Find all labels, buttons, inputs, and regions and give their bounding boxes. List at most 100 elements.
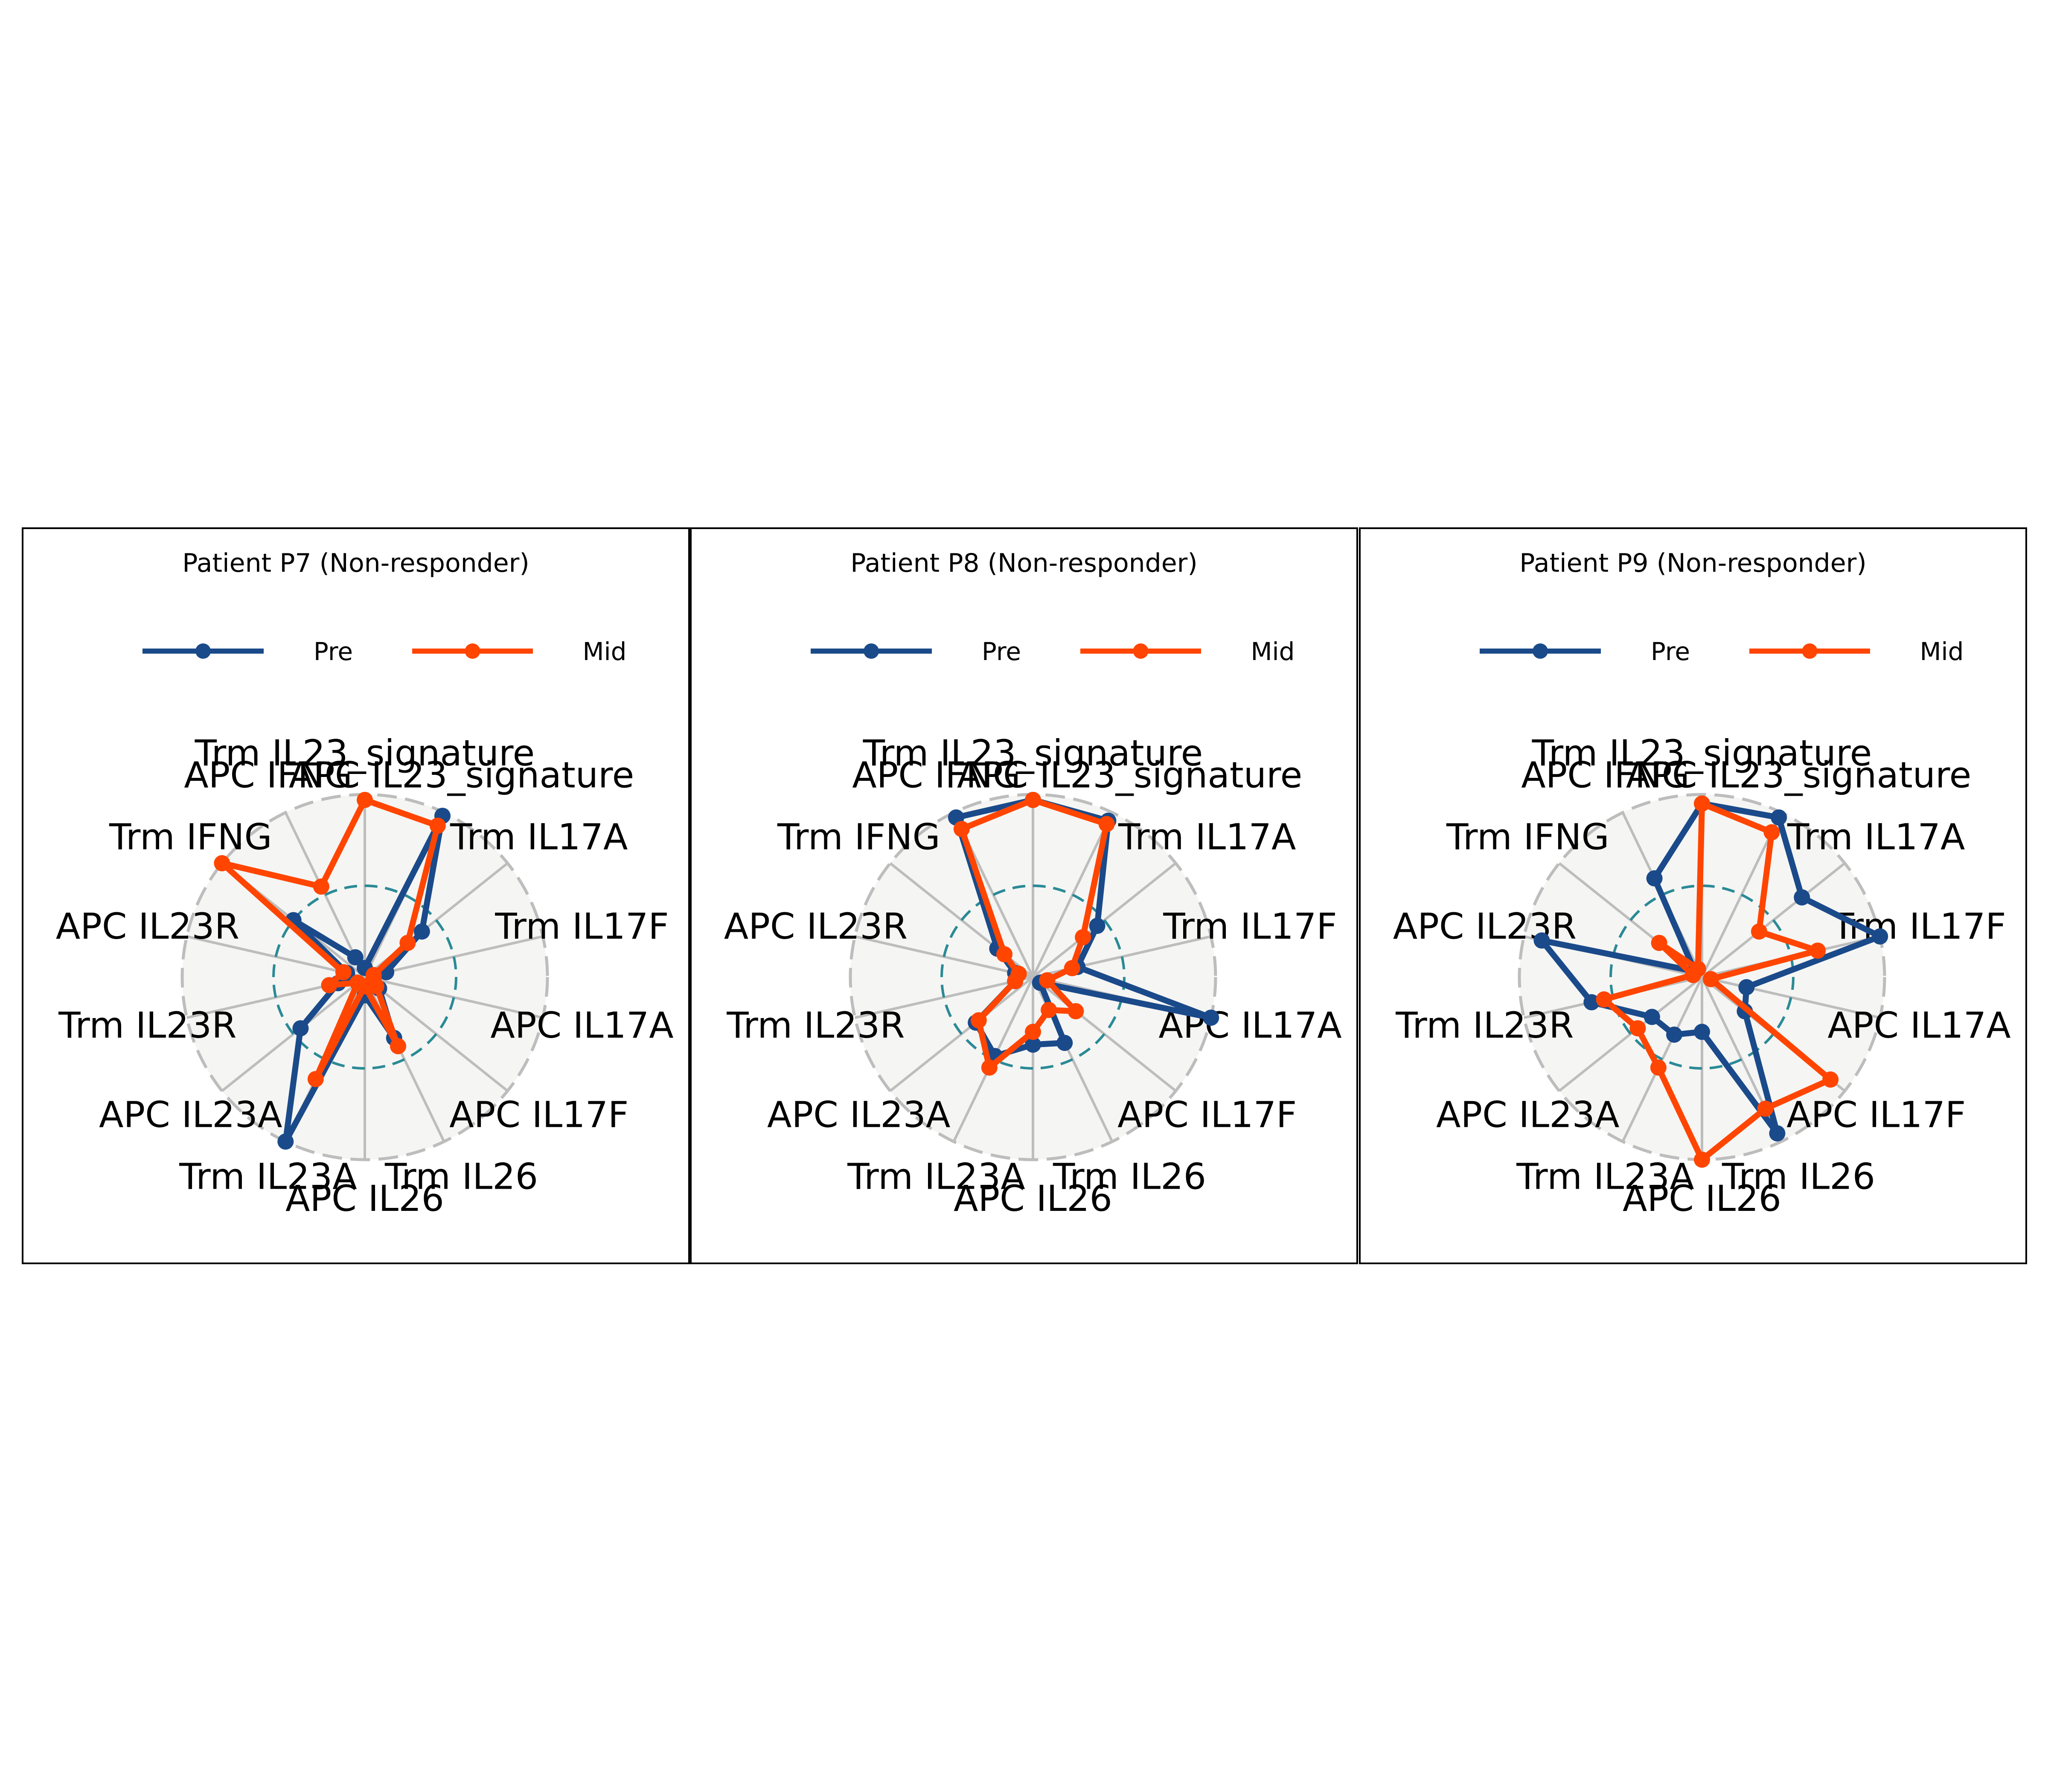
data-point [1651, 934, 1667, 951]
data-point [335, 964, 352, 980]
data-point [390, 1038, 406, 1054]
legend-item-pre: Pre [1480, 637, 1690, 666]
radar-svg-2: Patient P8 (Non-responder) Pre Mid Trm IL23… [724, 548, 1342, 1219]
axis-label: Trm IL17A [1787, 816, 1965, 858]
legend-marker [1133, 643, 1149, 659]
panel-title: Patient P8 (Non-responder) [850, 548, 1198, 578]
data-point [1809, 943, 1826, 959]
data-point [1872, 928, 1888, 945]
data-point [1751, 923, 1767, 940]
data-point [1763, 824, 1780, 841]
axis-label: APC IL26 [1623, 1178, 1781, 1219]
axis-label: Trm IL23A [847, 1155, 1025, 1197]
data-point [1738, 979, 1755, 995]
data-point [1596, 991, 1612, 1008]
data-point [1041, 1002, 1057, 1018]
axis-label: Trm IL17F [495, 905, 669, 947]
axis-label: APC IL17F [1786, 1094, 1966, 1136]
axis-label: Trm IL26 [1053, 1155, 1206, 1197]
axis-label: APC IL23R [724, 905, 908, 947]
data-point [313, 878, 329, 895]
axis-label: APC IL23A [767, 1094, 950, 1136]
data-point [368, 978, 384, 995]
data-point [1822, 1071, 1839, 1088]
axis-label: APC IL17A [490, 1004, 673, 1046]
data-point [399, 934, 416, 951]
axis-label: Trm IL23R [58, 1004, 236, 1046]
series-mid [214, 791, 446, 1088]
reference-circle [940, 884, 1126, 1070]
data-point [1629, 1020, 1646, 1037]
legend-marker [195, 643, 211, 659]
legend-marker [1802, 643, 1818, 659]
legend-label: Mid [1251, 637, 1295, 666]
axis-label: APC IL23R [56, 905, 239, 947]
data-point [970, 1012, 987, 1029]
data-point [307, 1071, 324, 1088]
axis-label: APC IL23A [99, 1094, 282, 1136]
data-point [1064, 960, 1080, 977]
axis-label: APC IL26 [954, 1178, 1112, 1219]
legend-label: Mid [583, 637, 627, 666]
spoke [364, 935, 543, 978]
axis-label: Trm IL26 [384, 1155, 538, 1197]
legend-marker [864, 643, 879, 659]
data-point [1025, 1036, 1041, 1053]
legend-label: Pre [314, 637, 353, 666]
legend-item-mid: Mid [1080, 637, 1295, 666]
panel-title: Patient P7 (Non-responder) [182, 548, 529, 578]
axis-label: Trm IL23_signature [863, 732, 1203, 774]
data-point [357, 791, 373, 808]
data-point [349, 975, 366, 991]
legend-marker [1533, 643, 1548, 659]
panel-3: Patient P9 (Non-responder) Pre Mid Trm IL23… [1359, 527, 2027, 1264]
data-point [996, 946, 1013, 963]
legend-item-mid: Mid [1749, 637, 1964, 666]
data-point [1089, 917, 1105, 934]
data-point [1533, 932, 1550, 949]
data-point [347, 949, 364, 966]
reference-circle [272, 884, 457, 1070]
axis-label: Trm IFNG [109, 816, 272, 858]
legend-marker [465, 643, 480, 659]
panel-1: Patient P7 (Non-responder) Pre Mid Trm IL23… [22, 527, 690, 1264]
data-point [1794, 889, 1810, 906]
axis-label: Trm IL23R [1395, 1004, 1574, 1046]
data-point [1771, 809, 1787, 826]
data-point [277, 1133, 294, 1150]
data-point [1010, 966, 1027, 982]
data-point [1769, 1125, 1786, 1142]
data-point [1025, 791, 1041, 808]
axis-label: Trm IL23_signature [195, 732, 535, 774]
axis-label: APC IFNG [184, 754, 352, 796]
data-point [214, 855, 230, 872]
axis-label: Trm IL17A [450, 816, 628, 858]
data-point [292, 1020, 309, 1037]
data-point [429, 817, 446, 834]
data-point [1757, 1100, 1774, 1117]
data-point [1650, 1059, 1667, 1076]
axis-label: APC IFNG [852, 754, 1021, 796]
data-point [1644, 1009, 1660, 1025]
axis-label: Trm IL23A [1516, 1155, 1694, 1197]
series-mid [953, 791, 1115, 1076]
data-point [1056, 1035, 1073, 1051]
axis-label: APC IFNG [1521, 754, 1690, 796]
axis-label: Trm IL23R [726, 1004, 905, 1046]
data-point [1203, 1009, 1219, 1026]
legend-item-pre: Pre [811, 637, 1021, 666]
axis-label: APC IL23_signature [1626, 754, 1972, 796]
data-point [1039, 972, 1056, 989]
axis-label: Trm IL17A [1118, 816, 1296, 858]
axis-label: APC IL17F [449, 1094, 628, 1136]
data-point [981, 1059, 998, 1076]
legend-label: Pre [982, 637, 1021, 666]
axis-label: APC IL26 [285, 1178, 444, 1219]
legend-label: Pre [1651, 637, 1690, 666]
axis-label: APC IL17F [1117, 1094, 1297, 1136]
radar-svg-3: Patient P9 (Non-responder) Pre Mid Trm IL23… [1393, 548, 2011, 1219]
radar-svg-1: Patient P7 (Non-responder) Pre Mid Trm IL23… [56, 548, 674, 1219]
axis-label: APC IL17A [1827, 1004, 2010, 1046]
